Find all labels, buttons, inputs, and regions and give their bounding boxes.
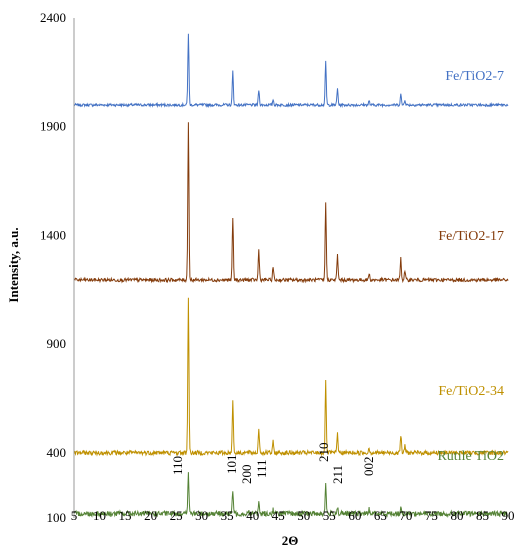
- y-tick-label: 100: [47, 510, 67, 525]
- hkl-label-111: 111: [254, 459, 269, 478]
- hkl-label-101: 101: [224, 455, 239, 475]
- x-tick-label: 85: [476, 508, 489, 523]
- y-tick-label: 1900: [40, 119, 66, 134]
- hkl-label-002: 002: [361, 457, 376, 477]
- x-tick-label: 15: [119, 508, 132, 523]
- x-tick-label: 60: [348, 508, 361, 523]
- x-tick-label: 40: [246, 508, 259, 523]
- x-tick-label: 20: [144, 508, 157, 523]
- x-tick-label: 90: [502, 508, 515, 523]
- series-label-fe-tio2-34: Fe/TiO2-34: [438, 384, 504, 399]
- y-tick-label: 400: [47, 445, 67, 460]
- x-tick-label: 50: [297, 508, 310, 523]
- y-axis-title: Intensity, a.u.: [6, 227, 21, 302]
- series-line-fe-tio2-34: [73, 297, 509, 457]
- hkl-label-211: 211: [330, 465, 345, 484]
- series-label-rutile-tio2: Rutile TiO2: [437, 449, 504, 464]
- y-tick-label: 2400: [40, 10, 66, 25]
- y-tick-label: 1400: [40, 227, 66, 242]
- x-tick-label: 25: [170, 508, 183, 523]
- x-tick-label: 55: [323, 508, 336, 523]
- x-tick-label: 30: [195, 508, 208, 523]
- x-tick-label: 35: [221, 508, 234, 523]
- hkl-label-210: 210: [316, 443, 331, 463]
- x-tick-label: 75: [425, 508, 438, 523]
- series-line-fe-tio2-17: [73, 122, 509, 284]
- series-line-rutile-tio2: [73, 472, 509, 518]
- x-tick-label: 10: [93, 508, 106, 523]
- y-tick-label: 900: [47, 336, 67, 351]
- x-tick-label: 65: [374, 508, 387, 523]
- hkl-label-110: 110: [170, 456, 185, 475]
- x-tick-label: 80: [450, 508, 463, 523]
- x-tick-label: 45: [272, 508, 285, 523]
- x-axis-title: 2Θ: [282, 533, 299, 548]
- x-tick-label: 70: [399, 508, 412, 523]
- series-label-fe-tio2-17: Fe/TiO2-17: [438, 229, 504, 244]
- hkl-label-200: 200: [239, 465, 254, 485]
- x-tick-label: 5: [71, 508, 78, 523]
- series-line-fe-tio2-7: [73, 33, 509, 109]
- series-label-fe-tio2-7: Fe/TiO2-7: [445, 69, 504, 84]
